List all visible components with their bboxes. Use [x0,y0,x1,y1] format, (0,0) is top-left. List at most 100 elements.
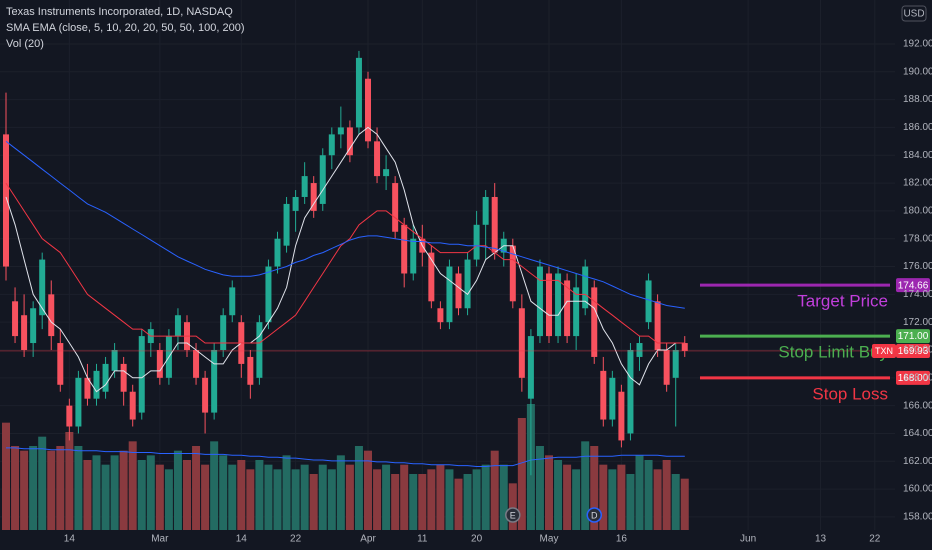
volume-ma-line [6,447,685,467]
candle-body [30,308,37,344]
last-price-tag [872,343,896,358]
candle-body [365,78,371,142]
volume-bar [173,450,182,530]
candle-body [672,349,679,378]
volume-bar [581,441,590,530]
candle-body [536,266,543,337]
volume-bar [65,432,74,530]
volume-bar [336,455,345,530]
volume-bar [599,464,608,530]
y-tick-label: 180.00 [903,206,932,217]
event-marker[interactable] [505,507,521,523]
candle-body [383,169,390,177]
y-tick-label: 192.00 [903,39,932,50]
y-tick-label: 170.00 [903,345,932,356]
candle-body [663,349,670,385]
y-tick-label: 188.00 [903,94,932,105]
y-tick-label: 168.00 [903,372,932,383]
volume-bar [291,469,300,530]
candle-body [455,273,462,309]
volume-bar [481,464,490,530]
candle-body [573,287,580,337]
volume-bar [237,460,246,530]
volume-bar [572,469,581,530]
candle-body [102,363,109,392]
volume-bar [354,446,363,530]
volume-bar [391,474,400,530]
candle-body [21,315,28,350]
candle-body [609,377,616,420]
candle-body [111,349,118,371]
last-price-symbol: TXN [875,346,893,356]
candle-body [265,266,272,323]
x-tick-label: 14 [236,534,248,545]
candle-body [256,322,263,378]
level-name: Target Price [797,292,888,311]
plot [3,50,688,476]
volume-bar [382,464,391,530]
y-tick-label: 184.00 [903,150,932,161]
volume-bar [119,450,128,530]
candle-body [120,363,127,392]
volume-bar [137,460,146,530]
volume-bar [463,474,472,530]
volume-bar [653,469,662,530]
volume-bar [427,469,436,530]
volume-bar [554,460,563,530]
volume-bar [535,446,544,530]
volume-pane [2,404,689,530]
volume-bar [192,446,201,530]
volume-bar [490,450,499,530]
candle-body [546,273,552,337]
y-tick-label: 162.00 [903,456,932,467]
candle-body [129,391,136,420]
volume-bar [38,436,47,530]
y-tick-label: 160.00 [903,484,932,495]
candle-body [202,377,209,413]
level-name: Stop Limit Buy [778,343,888,362]
volume-bar [219,455,228,530]
volume-bar [128,441,137,530]
volume-bar [2,422,10,530]
volume-bar [47,450,56,530]
candle-body [636,343,643,357]
volume-bar [680,478,689,530]
volume-bar [644,460,653,530]
volume-bar [92,455,101,530]
candle-body [374,141,381,177]
volume-bar [445,469,454,530]
candle-body [39,259,46,316]
volume-bar [472,469,481,530]
currency[interactable]: USD [903,9,924,20]
candle-body [12,301,19,337]
y-tick-label: 176.00 [903,261,932,272]
candle-body [229,287,236,316]
volume-bar [300,464,309,530]
candle-body [446,266,453,323]
event-marker[interactable] [586,507,602,523]
candle-body [600,370,607,420]
event-label[interactable]: D [591,510,598,520]
candle-body [48,294,55,337]
y-tick-label: 186.00 [903,122,932,133]
x-tick-label: 16 [616,534,628,545]
candle-body [174,315,181,337]
x-tick-label: Jun [740,534,756,545]
y-tick-label: 190.00 [903,66,932,77]
currency-box[interactable] [901,5,927,22]
volume-bar [110,455,119,530]
x-tick-label: 22 [869,534,881,545]
candle-body [627,349,634,434]
volume-bar [101,464,110,530]
volume-bar [29,446,38,530]
volume-bar [671,474,680,530]
level-axis-label: 171.00 [898,331,929,342]
volume-bar [617,464,626,530]
candle-body [310,183,317,211]
candle-body [66,405,73,427]
candle-body [301,176,308,197]
event-label[interactable]: E [510,510,516,520]
candle-body [437,308,444,323]
volume-bar [563,464,572,530]
candle-body [527,336,534,399]
